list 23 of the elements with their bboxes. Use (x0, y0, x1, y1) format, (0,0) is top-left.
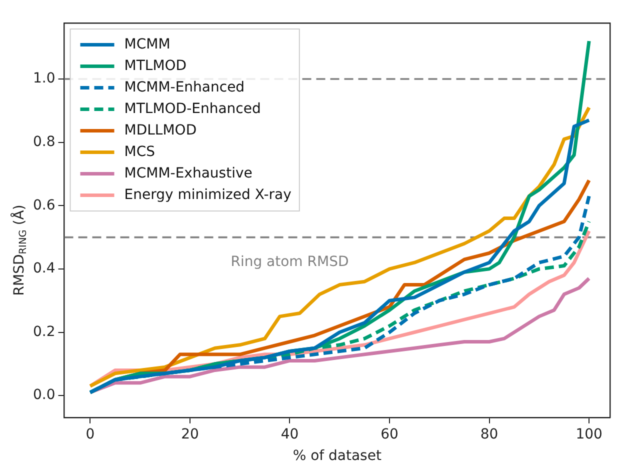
x-axis-title: % of dataset (292, 448, 382, 464)
y-tick-label: 1.0 (33, 70, 56, 87)
legend-label: Energy minimized X-ray (124, 186, 292, 203)
y-tick-label: 0.8 (33, 134, 56, 150)
y-tick-label: 0.4 (33, 260, 56, 277)
x-tick-label: 80 (480, 426, 498, 442)
y-tick-label: 0.2 (33, 324, 56, 340)
legend-label: MDLLMOD (124, 122, 197, 138)
ref-line-label: Ring atom RMSD (230, 254, 349, 270)
legend-label: MCMM-Exhaustive (124, 165, 252, 182)
x-tick-label: 0 (86, 426, 95, 442)
x-tick-label: 40 (280, 426, 299, 442)
legend-label: MCMM (124, 36, 170, 52)
y-tick-label: 0.0 (33, 387, 56, 404)
legend-label: MTLMOD (124, 58, 187, 74)
x-tick-label: 20 (181, 426, 199, 442)
legend-label: MCMM-Enhanced (124, 79, 245, 96)
legend-label: MTLMOD-Enhanced (124, 100, 261, 117)
y-tick-label: 0.6 (33, 197, 56, 214)
x-tick-label: 60 (380, 426, 398, 442)
y-axis-title: RMSDRING (Å) (10, 204, 30, 296)
legend-label: MCS (124, 144, 156, 160)
x-tick-label: 100 (576, 426, 602, 442)
